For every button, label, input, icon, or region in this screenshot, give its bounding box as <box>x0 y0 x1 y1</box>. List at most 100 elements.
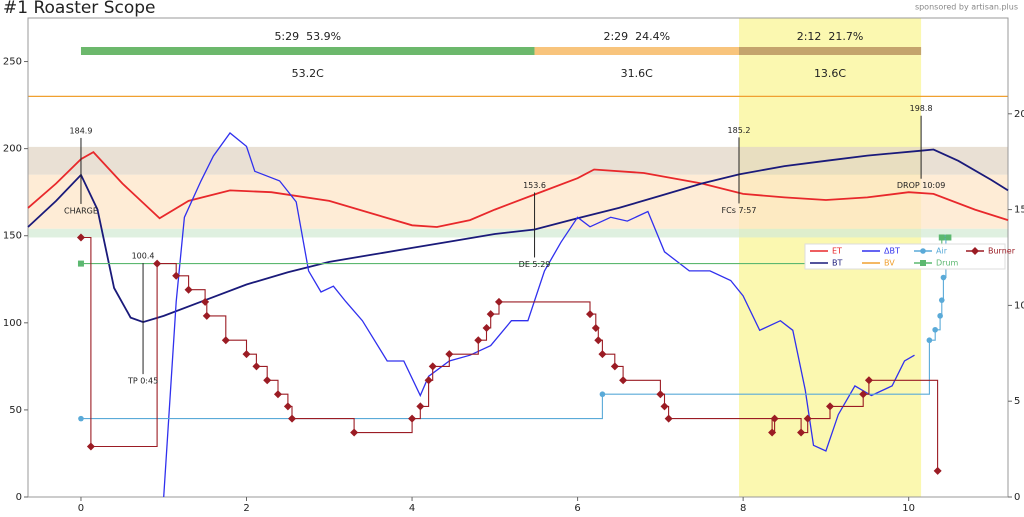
series-marker <box>424 376 433 385</box>
series-marker <box>932 326 938 333</box>
annotation-value: 100.4 <box>132 252 155 261</box>
series-marker <box>494 297 503 306</box>
series-marker <box>273 390 282 399</box>
series-marker <box>586 310 595 319</box>
series-marker <box>598 350 607 359</box>
phase-label: 5:29 53.9% <box>274 30 341 43</box>
sponsor: sponsored by artisan.plus <box>915 3 1018 12</box>
legend-marker <box>971 247 979 255</box>
legend-marker <box>920 248 926 254</box>
annotation-event: FCs 7:57 <box>722 206 757 215</box>
legend-label: BT <box>832 259 842 268</box>
series-marker <box>201 297 210 306</box>
series-marker <box>486 310 495 319</box>
annotation-event: DE 5:29 <box>519 260 551 269</box>
series-marker <box>172 271 181 280</box>
phase-delta: 53.2C <box>292 67 324 80</box>
temperature-band <box>28 228 1008 238</box>
series-marker <box>926 337 933 344</box>
series-line <box>163 132 915 498</box>
series-marker <box>940 274 947 281</box>
series-marker <box>252 362 261 371</box>
series-marker <box>594 336 603 345</box>
legend-label: BV <box>884 259 895 268</box>
series-marker <box>797 428 806 437</box>
legend-marker <box>920 260 926 266</box>
phase-label: 2:12 21.7% <box>797 30 864 43</box>
series-marker <box>202 311 211 320</box>
series-marker <box>350 428 359 437</box>
series-marker <box>859 390 868 399</box>
series-marker <box>938 234 945 241</box>
series-marker <box>660 402 669 411</box>
series-line <box>27 150 1009 228</box>
series-marker <box>283 402 292 411</box>
series-marker <box>408 414 417 423</box>
series-marker <box>599 391 606 398</box>
annotation-value: 198.8 <box>910 104 933 113</box>
x-tick-label: 10 <box>902 503 915 514</box>
y-tick-label: 0 <box>16 492 22 503</box>
series-marker <box>610 362 619 371</box>
temperature-band <box>28 146 1008 175</box>
annotation-value: 153.6 <box>523 181 546 190</box>
y2-tick-label: 10 <box>1014 300 1024 311</box>
y2-tick-label: 15 <box>1014 205 1024 216</box>
legend-label: Burner <box>988 247 1016 256</box>
series-marker <box>945 234 952 241</box>
phase-bar <box>534 47 739 55</box>
x-tick-label: 0 <box>78 503 84 514</box>
y-tick-label: 50 <box>9 405 22 416</box>
annotation-event: TP 0:45 <box>127 377 158 386</box>
legend-box <box>804 243 1006 270</box>
legend-label: Air <box>936 247 948 256</box>
series-marker <box>78 415 84 422</box>
annotation-event: CHARGE <box>64 206 98 215</box>
step-line <box>81 237 947 420</box>
y2-tick-label: 0 <box>1014 492 1020 503</box>
x-tick-label: 6 <box>574 503 580 514</box>
series-marker <box>933 466 942 475</box>
series-marker <box>591 324 600 333</box>
series-marker <box>184 285 193 294</box>
series-marker <box>153 259 162 268</box>
series-marker <box>416 402 425 411</box>
phase-bar <box>738 47 922 55</box>
series-marker <box>221 336 230 345</box>
series-marker <box>803 414 812 423</box>
legend-label: Drum <box>936 259 959 268</box>
series-marker <box>428 362 437 371</box>
y2-tick-label: 5 <box>1014 396 1020 407</box>
series-marker <box>619 376 628 385</box>
series-marker <box>76 233 85 242</box>
series-marker <box>474 336 483 345</box>
series-marker <box>77 260 84 267</box>
series-marker <box>288 414 297 423</box>
plot-frame <box>27 17 1009 498</box>
chart-title: #1 Roaster Scope <box>3 0 156 18</box>
annotation-event: DROP 10:09 <box>897 181 945 190</box>
annotation-value: 184.9 <box>70 126 93 135</box>
x-tick-label: 2 <box>243 503 249 514</box>
series-marker <box>768 428 777 437</box>
series-line <box>27 148 1009 324</box>
series-marker <box>664 414 673 423</box>
series-marker <box>242 350 251 359</box>
x-tick-label: 8 <box>740 503 746 514</box>
x-tick-label: 4 <box>409 503 415 514</box>
legend-label: ET <box>832 247 842 256</box>
y-tick-label: 100 <box>3 318 22 329</box>
phase-label: 2:29 24.4% <box>603 30 670 43</box>
series-marker <box>445 350 454 359</box>
y-tick-label: 150 <box>3 231 22 242</box>
legend-label: ΔBT <box>884 247 900 256</box>
series-marker <box>864 376 873 385</box>
annotation-value: 185.2 <box>728 126 751 135</box>
series-marker <box>826 402 835 411</box>
phase-delta: 31.6C <box>621 67 653 80</box>
y2-tick-label: 20 <box>1014 109 1024 120</box>
series-marker <box>482 324 491 333</box>
y-tick-label: 200 <box>3 144 22 155</box>
